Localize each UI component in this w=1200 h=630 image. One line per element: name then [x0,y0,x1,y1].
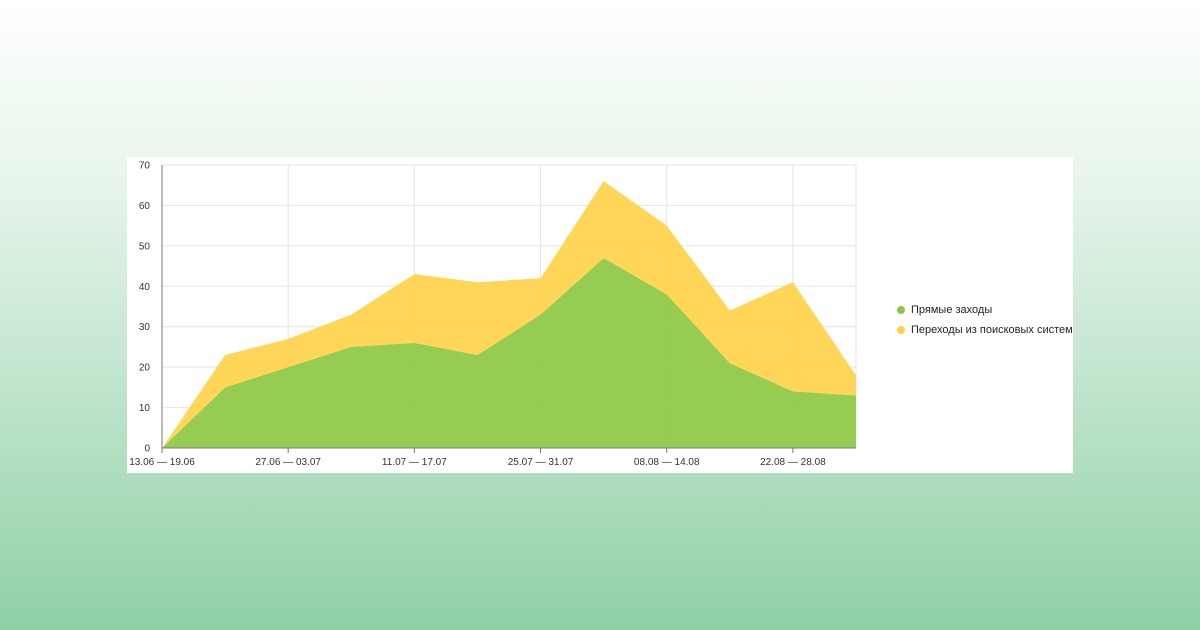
legend-item-direct[interactable]: Прямые заходы [897,300,1073,320]
legend: Прямые заходы Переходы из поисковых сист… [897,300,1073,340]
x-tick-label-5: 22.08 — 28.08 [760,457,826,468]
y-tick-label-10: 10 [139,403,151,414]
legend-item-search[interactable]: Переходы из поисковых систем [897,320,1073,340]
legend-dot-direct [897,306,905,314]
y-tick-label-30: 30 [139,322,151,333]
x-tick-label-1: 27.06 — 03.07 [255,457,321,468]
legend-label-search: Переходы из поисковых систем [911,324,1073,336]
x-tick-label-3: 25.07 — 31.07 [508,457,574,468]
legend-dot-search [897,326,905,334]
chart-card: 0 10 20 30 40 50 60 70 13.06 — 19.06 27.06 — 03.0… [127,157,1073,473]
y-tick-label-0: 0 [144,444,150,455]
y-tick-label-20: 20 [139,363,151,374]
legend-label-direct: Прямые заходы [911,304,993,316]
area-chart: 0 10 20 30 40 50 60 70 13.06 — 19.06 27.06 — 03.0… [129,161,857,468]
y-tick-label-40: 40 [139,282,151,293]
x-tick-label-0: 13.06 — 19.06 [129,457,195,468]
area-series-0 [162,257,856,448]
y-tick-label-50: 50 [139,241,151,252]
y-tick-label-70: 70 [139,161,151,172]
area-series-1 [162,181,856,448]
x-tick-label-4: 08.08 — 14.08 [634,457,700,468]
y-tick-label-60: 60 [139,201,151,212]
x-tick-label-2: 11.07 — 17.07 [382,457,447,468]
